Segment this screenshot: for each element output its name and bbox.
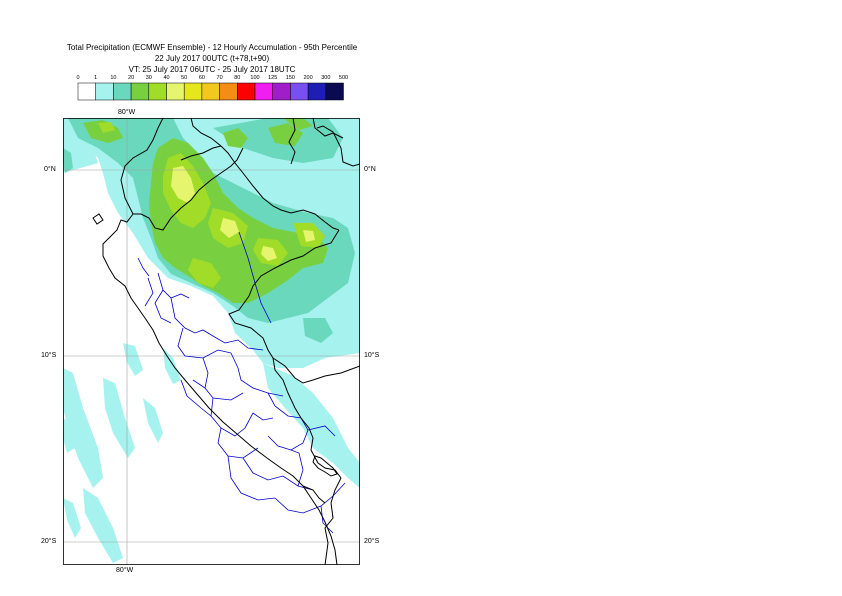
chart-valid-time: VT: 25 July 2017 06UTC - 25 July 2017 18… <box>128 65 296 74</box>
legend-tick-label: 70 <box>217 75 223 81</box>
legend-swatch <box>201 82 220 101</box>
map-frame <box>63 118 360 565</box>
legend-swatch <box>148 82 167 101</box>
legend-swatch <box>237 82 256 101</box>
coastline <box>102 118 338 565</box>
legend-tick-label: 500 <box>339 75 348 81</box>
legend-tick-label: 80 <box>234 75 240 81</box>
lon-label-bottom: 80°W <box>116 567 134 574</box>
lat-label-left-0: 0°N <box>44 166 56 173</box>
lon-label-top: 80°W <box>118 109 136 116</box>
legend-tick-label: 20 <box>128 75 134 81</box>
chart-title-block: Total Precipitation (ECMWF Ensemble) - 1… <box>0 42 424 75</box>
precipitation-map <box>63 118 360 565</box>
lat-label-left-10: 10°S <box>41 352 57 359</box>
legend-tick-label: 60 <box>199 75 205 81</box>
legend-swatch <box>325 82 344 101</box>
legend-swatch <box>77 82 96 101</box>
legend-swatch <box>219 82 238 101</box>
legend-swatch <box>95 82 114 101</box>
legend-swatch <box>254 82 273 101</box>
lat-label-left-20: 20°S <box>41 538 57 545</box>
chart-base-time: 22 July 2017 00UTC (t+78,t+90) <box>154 54 270 63</box>
legend-tick-label: 300 <box>321 75 330 81</box>
legend-swatch <box>307 82 327 101</box>
precip-band-40-50 <box>171 166 315 261</box>
chart-title: Total Precipitation (ECMWF Ensemble) - 1… <box>66 43 358 52</box>
legend-tick-label: 30 <box>146 75 152 81</box>
color-legend: 0 1 10 20 30 40 50 60 70 80 100 125 150 200 300 500 <box>76 75 348 101</box>
national-borders <box>92 118 360 565</box>
legend-tick-label: 40 <box>163 75 169 81</box>
legend-swatch <box>183 82 203 101</box>
legend-swatch <box>272 82 291 101</box>
lat-label-right-10: 10°S <box>364 352 380 359</box>
legend-swatch <box>130 82 150 101</box>
legend-tick-label: 50 <box>181 75 187 81</box>
lat-label-right-20: 20°S <box>364 538 380 545</box>
legend-tick-label: 1 <box>94 75 97 81</box>
legend-swatch <box>290 82 309 101</box>
legend-tick-label: 150 <box>286 75 295 81</box>
legend-tick-label: 200 <box>304 75 313 81</box>
legend-swatch <box>166 82 185 101</box>
graticule <box>63 118 360 565</box>
legend-tick-label: 0 <box>76 75 79 81</box>
legend-swatch <box>113 82 132 101</box>
legend-tick-label: 125 <box>268 75 277 81</box>
legend-tick-label: 100 <box>250 75 259 81</box>
lake-titicaca <box>312 455 338 477</box>
lat-label-right-0: 0°N <box>364 166 376 173</box>
legend-tick-label: 10 <box>110 75 116 81</box>
